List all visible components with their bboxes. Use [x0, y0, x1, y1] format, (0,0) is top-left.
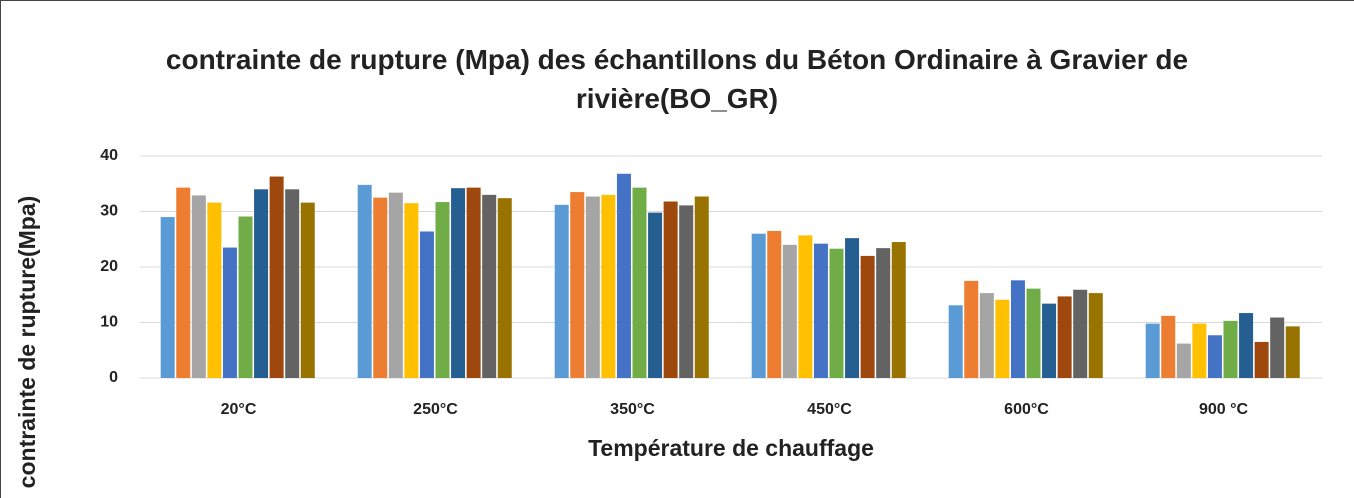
- bar: [285, 189, 300, 378]
- y-tick-label: 10: [100, 314, 118, 331]
- bar: [404, 203, 419, 378]
- x-tick-label: 350°C: [610, 401, 655, 418]
- y-tick-label: 40: [100, 147, 118, 164]
- bar: [238, 216, 253, 378]
- bar: [497, 198, 512, 378]
- bar: [1223, 320, 1238, 378]
- bar: [570, 192, 585, 378]
- x-tick-label: 250°C: [413, 401, 458, 418]
- bar: [891, 242, 906, 378]
- bar: [388, 192, 403, 378]
- bar: [222, 247, 237, 378]
- bar: [767, 230, 782, 378]
- bar: [269, 176, 284, 378]
- bar: [679, 205, 694, 378]
- y-axis-label: contrainte de rupture(Mpa): [14, 196, 40, 489]
- bar: [373, 197, 388, 378]
- bar: [207, 202, 222, 378]
- bar: [979, 293, 994, 378]
- bar: [1057, 296, 1072, 378]
- bar: [694, 196, 709, 378]
- bar: [435, 202, 450, 378]
- bar: [1073, 289, 1088, 378]
- bar: [1176, 343, 1191, 378]
- bar: [300, 202, 315, 378]
- bar: [482, 194, 497, 378]
- x-tick-label: 600°C: [1004, 401, 1049, 418]
- bar: [648, 212, 663, 378]
- bar: [176, 187, 191, 378]
- x-tick-label: 20°C: [221, 401, 257, 418]
- bar: [798, 235, 813, 378]
- bar: [254, 189, 269, 378]
- bar: [160, 217, 175, 378]
- chart-title: contrainte de rupture (Mpa) des échantil…: [165, 44, 1189, 114]
- bar: [419, 231, 434, 378]
- y-tick-label: 20: [100, 258, 118, 275]
- bar: [782, 244, 797, 378]
- bar: [1161, 315, 1176, 378]
- bar: [860, 255, 875, 378]
- bar: [1088, 293, 1103, 378]
- bar: [554, 204, 569, 378]
- bar: [1239, 313, 1254, 378]
- bar: [191, 195, 206, 378]
- bar: [845, 238, 860, 378]
- bar: [1207, 335, 1222, 378]
- bar: [451, 188, 466, 378]
- bar: [1145, 323, 1160, 378]
- bar: [813, 243, 828, 378]
- x-tick-label: 450°C: [807, 401, 852, 418]
- bar: [964, 280, 979, 378]
- bar: [1042, 303, 1057, 378]
- x-axis-label: Température de chauffage: [588, 435, 874, 461]
- bar: [829, 248, 844, 378]
- bar: [1270, 317, 1285, 378]
- bar: [1026, 288, 1041, 378]
- bar: [948, 305, 963, 378]
- bar: [1010, 280, 1025, 378]
- bar: [357, 184, 372, 378]
- bar: [663, 201, 678, 378]
- bar: [1254, 341, 1269, 378]
- bar: [1285, 326, 1300, 378]
- bar: [632, 187, 647, 378]
- x-tick-label: 900 °C: [1199, 401, 1249, 418]
- bar: [751, 233, 766, 378]
- y-tick-label: 0: [109, 369, 118, 386]
- bar: [616, 173, 631, 378]
- y-tick-label: 30: [100, 203, 118, 220]
- bar: [1192, 323, 1207, 378]
- bar: [466, 187, 481, 378]
- bar: [601, 194, 616, 378]
- bar: [995, 299, 1010, 378]
- bar: [876, 248, 891, 378]
- bar: [585, 196, 600, 378]
